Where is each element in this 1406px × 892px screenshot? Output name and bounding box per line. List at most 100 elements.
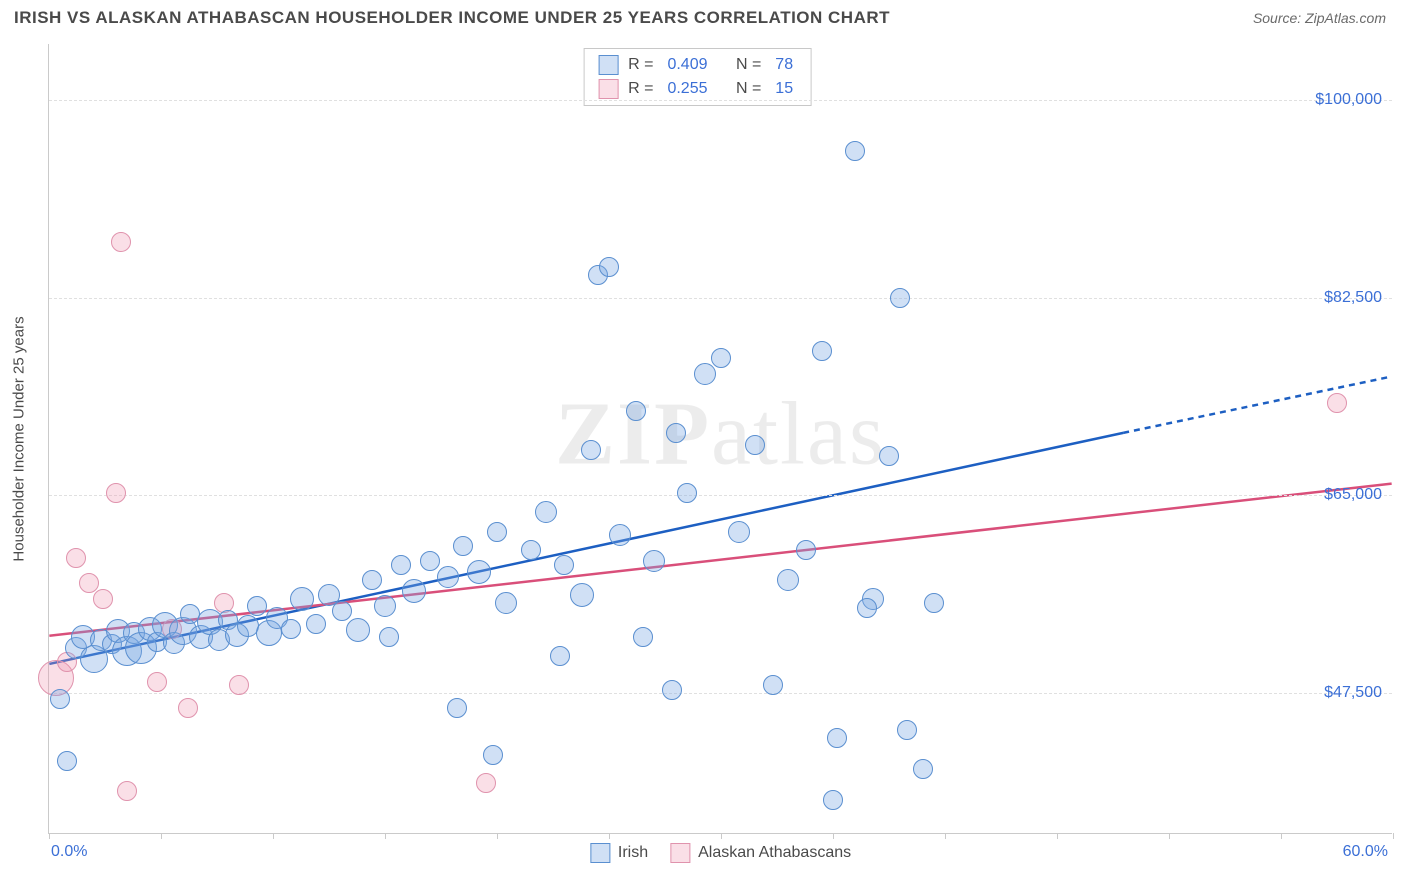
scatter-point-irish bbox=[581, 440, 601, 460]
r-label: R = bbox=[628, 53, 653, 77]
scatter-point-irish bbox=[633, 627, 653, 647]
scatter-point-irish bbox=[281, 619, 301, 639]
scatter-point-athabascan bbox=[476, 773, 496, 793]
watermark-bold: ZIP bbox=[555, 384, 711, 483]
y-tick-label: $82,500 bbox=[1324, 289, 1382, 307]
scatter-point-athabascan bbox=[111, 232, 131, 252]
x-tick bbox=[1169, 833, 1170, 839]
grid-line bbox=[49, 298, 1392, 299]
scatter-point-irish bbox=[626, 401, 646, 421]
x-tick bbox=[497, 833, 498, 839]
scatter-point-athabascan bbox=[117, 781, 137, 801]
scatter-point-irish bbox=[332, 601, 352, 621]
scatter-point-irish bbox=[728, 521, 750, 543]
scatter-point-irish bbox=[374, 595, 396, 617]
x-axis-min-label: 0.0% bbox=[51, 843, 87, 861]
y-tick-label: $100,000 bbox=[1315, 91, 1382, 109]
scatter-point-irish bbox=[521, 540, 541, 560]
grid-line bbox=[49, 100, 1392, 101]
scatter-point-irish bbox=[643, 550, 665, 572]
r-label: R = bbox=[628, 77, 653, 101]
scatter-point-irish bbox=[777, 569, 799, 591]
swatch-athabascan bbox=[670, 843, 690, 863]
scatter-point-irish bbox=[554, 555, 574, 575]
scatter-point-irish bbox=[57, 751, 77, 771]
scatter-point-irish bbox=[666, 423, 686, 443]
scatter-point-irish bbox=[362, 570, 382, 590]
n-label: N = bbox=[736, 53, 761, 77]
swatch-irish bbox=[598, 55, 618, 75]
scatter-point-irish bbox=[402, 579, 426, 603]
scatter-point-irish bbox=[346, 618, 370, 642]
scatter-point-irish bbox=[247, 596, 267, 616]
scatter-point-irish bbox=[711, 348, 731, 368]
x-tick bbox=[273, 833, 274, 839]
scatter-point-irish bbox=[599, 257, 619, 277]
scatter-point-athabascan bbox=[178, 698, 198, 718]
scatter-point-athabascan bbox=[147, 672, 167, 692]
legend-item-irish: Irish bbox=[590, 843, 648, 863]
n-label: N = bbox=[736, 77, 761, 101]
y-axis-title: Householder Income Under 25 years bbox=[11, 316, 28, 561]
scatter-point-irish bbox=[694, 363, 716, 385]
scatter-point-irish bbox=[823, 790, 843, 810]
r-value-irish: 0.409 bbox=[663, 53, 711, 77]
scatter-point-irish bbox=[662, 680, 682, 700]
scatter-point-irish bbox=[897, 720, 917, 740]
legend-stats-row-irish: R = 0.409 N = 78 bbox=[598, 53, 797, 77]
trend-line bbox=[1123, 377, 1391, 433]
scatter-point-irish bbox=[570, 583, 594, 607]
source-attribution: Source: ZipAtlas.com bbox=[1253, 10, 1386, 26]
scatter-point-irish bbox=[50, 689, 70, 709]
plot-area: Householder Income Under 25 years ZIPatl… bbox=[48, 44, 1392, 834]
source-name: ZipAtlas.com bbox=[1305, 10, 1386, 26]
x-tick bbox=[609, 833, 610, 839]
x-tick bbox=[721, 833, 722, 839]
swatch-irish bbox=[590, 843, 610, 863]
scatter-point-irish bbox=[677, 483, 697, 503]
scatter-point-irish bbox=[812, 341, 832, 361]
scatter-point-irish bbox=[845, 141, 865, 161]
scatter-point-athabascan bbox=[106, 483, 126, 503]
y-tick-label: $47,500 bbox=[1324, 684, 1382, 702]
scatter-point-irish bbox=[609, 524, 631, 546]
scatter-point-irish bbox=[467, 560, 491, 584]
legend-stats-box: R = 0.409 N = 78 R = 0.255 N = 15 bbox=[583, 48, 812, 106]
scatter-point-athabascan bbox=[93, 589, 113, 609]
n-value-athabascan: 15 bbox=[771, 77, 797, 101]
x-tick bbox=[385, 833, 386, 839]
scatter-point-irish bbox=[290, 587, 314, 611]
legend-label-athabascan: Alaskan Athabascans bbox=[698, 844, 851, 862]
legend-item-athabascan: Alaskan Athabascans bbox=[670, 843, 851, 863]
scatter-point-irish bbox=[890, 288, 910, 308]
scatter-point-irish bbox=[535, 501, 557, 523]
scatter-point-irish bbox=[745, 435, 765, 455]
header: IRISH VS ALASKAN ATHABASCAN HOUSEHOLDER … bbox=[0, 0, 1406, 32]
grid-line bbox=[49, 495, 1392, 496]
bottom-legend: Irish Alaskan Athabascans bbox=[590, 843, 851, 863]
trend-lines-svg bbox=[49, 44, 1392, 833]
scatter-point-irish bbox=[763, 675, 783, 695]
scatter-point-irish bbox=[796, 540, 816, 560]
r-value-athabascan: 0.255 bbox=[663, 77, 711, 101]
scatter-point-athabascan bbox=[229, 675, 249, 695]
x-tick bbox=[1281, 833, 1282, 839]
scatter-point-irish bbox=[827, 728, 847, 748]
source-label: Source: bbox=[1253, 10, 1305, 26]
scatter-point-irish bbox=[550, 646, 570, 666]
scatter-point-irish bbox=[495, 592, 517, 614]
scatter-point-irish bbox=[391, 555, 411, 575]
n-value-irish: 78 bbox=[771, 53, 797, 77]
x-tick bbox=[833, 833, 834, 839]
y-tick-label: $65,000 bbox=[1324, 486, 1382, 504]
scatter-point-irish bbox=[437, 566, 459, 588]
x-tick bbox=[161, 833, 162, 839]
watermark: ZIPatlas bbox=[555, 382, 886, 485]
scatter-point-athabascan bbox=[1327, 393, 1347, 413]
legend-label-irish: Irish bbox=[618, 844, 648, 862]
chart-title: IRISH VS ALASKAN ATHABASCAN HOUSEHOLDER … bbox=[14, 8, 890, 28]
scatter-point-irish bbox=[447, 698, 467, 718]
scatter-point-irish bbox=[913, 759, 933, 779]
scatter-point-irish bbox=[857, 598, 877, 618]
scatter-point-irish bbox=[879, 446, 899, 466]
